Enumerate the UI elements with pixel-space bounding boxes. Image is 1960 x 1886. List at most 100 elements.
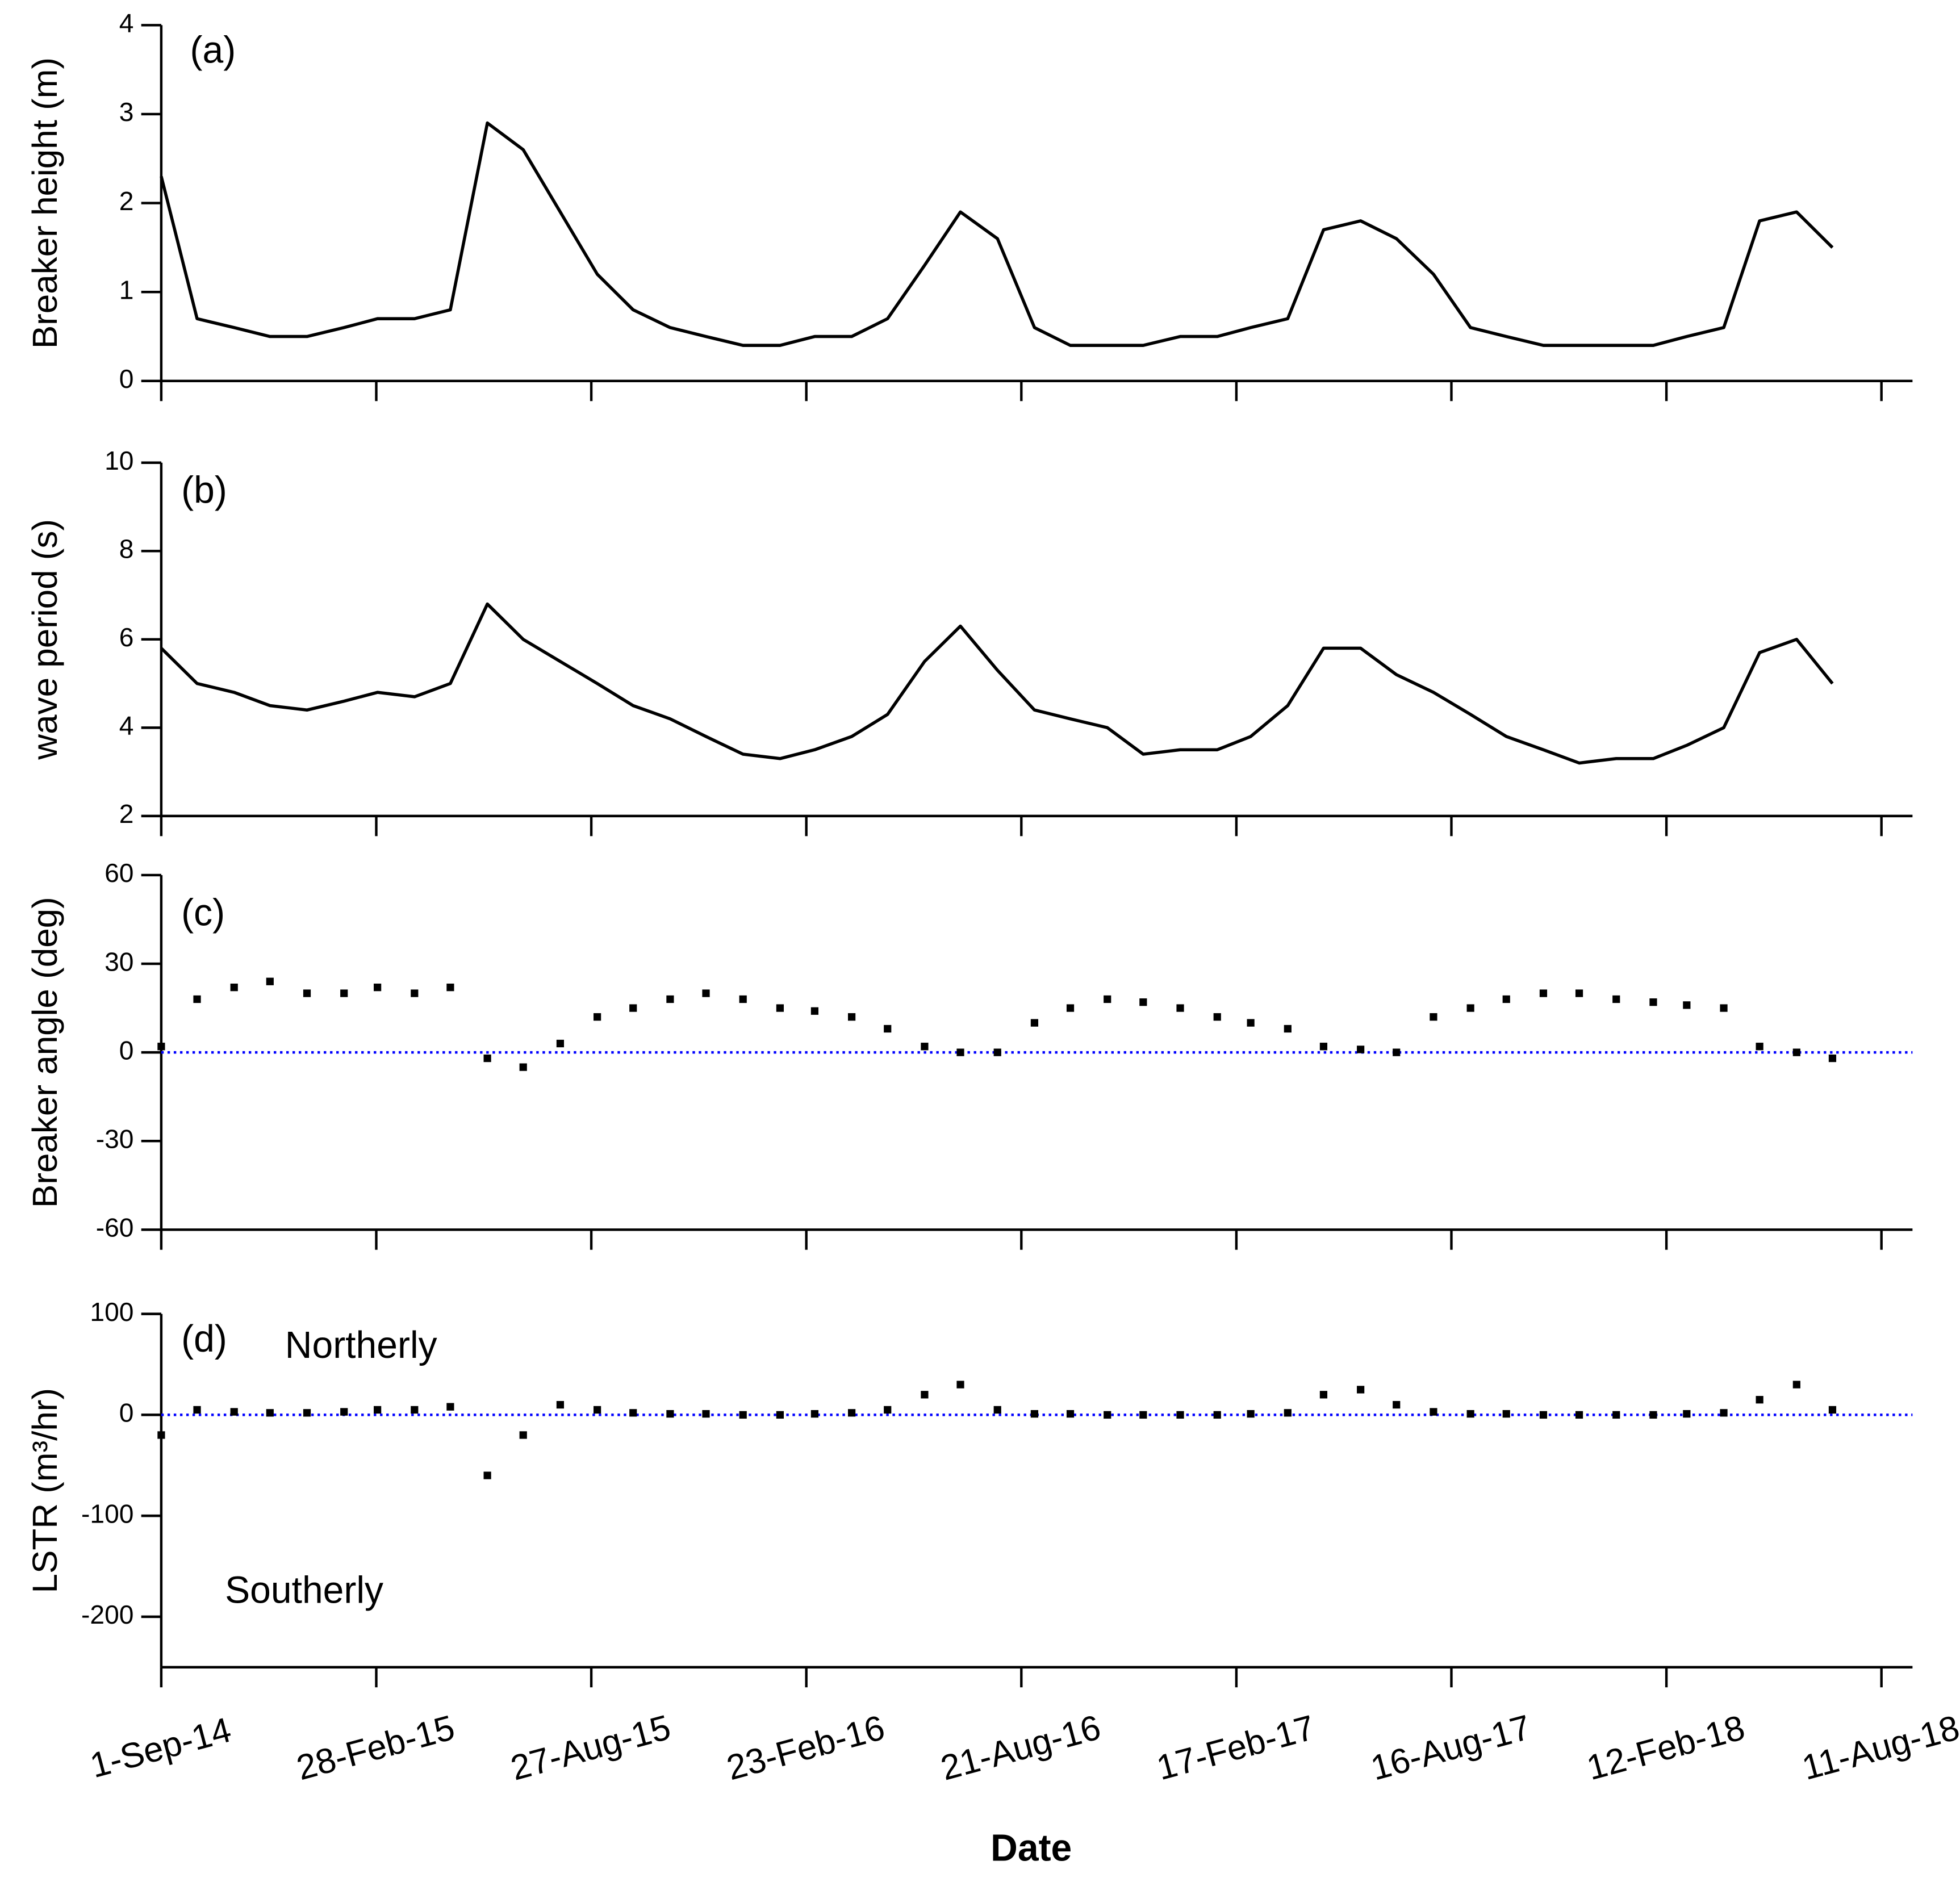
- point: [1828, 1054, 1837, 1063]
- y-tick-label: 30: [105, 947, 133, 976]
- y-tick-label: 60: [105, 858, 133, 888]
- point: [230, 1408, 238, 1416]
- y-axis-title: LSTR (m³/hr): [26, 1388, 65, 1594]
- y-tick-label: 100: [90, 1297, 133, 1327]
- point: [1575, 989, 1583, 997]
- point: [1612, 1411, 1620, 1419]
- point: [666, 1410, 674, 1418]
- point: [519, 1063, 527, 1071]
- point: [1247, 1019, 1255, 1027]
- point: [1284, 1024, 1292, 1033]
- y-tick-label: 4: [119, 8, 134, 37]
- point: [1319, 1043, 1328, 1051]
- x-axis-title: Date: [991, 1827, 1072, 1869]
- panel-label: (c): [181, 892, 225, 934]
- x-tick-label: 1-Sep-14: [86, 1710, 236, 1785]
- point: [848, 1409, 856, 1417]
- y-tick-label: 3: [119, 97, 134, 127]
- y-tick-label: -60: [96, 1212, 134, 1242]
- point: [1720, 1409, 1728, 1417]
- point: [1319, 1391, 1328, 1399]
- y-tick-label: 2: [119, 799, 134, 829]
- point: [1683, 1410, 1691, 1418]
- panel-label: (b): [181, 469, 227, 511]
- point: [776, 1411, 784, 1419]
- y-tick-label: 4: [119, 711, 134, 741]
- point: [230, 984, 238, 992]
- y-tick-label: 2: [119, 186, 134, 216]
- point: [1213, 1013, 1221, 1021]
- point: [884, 1024, 892, 1033]
- annotation: Northerly: [285, 1324, 437, 1366]
- point: [1066, 1410, 1075, 1418]
- point: [1357, 1386, 1365, 1394]
- x-tick-label: 28-Feb-15: [292, 1708, 458, 1788]
- point: [666, 995, 674, 1003]
- x-tick-label: 27-Aug-15: [507, 1708, 675, 1788]
- point: [1466, 1004, 1474, 1012]
- point: [1176, 1411, 1184, 1419]
- point: [1357, 1046, 1365, 1053]
- point: [848, 1013, 856, 1021]
- point: [702, 1410, 710, 1418]
- point: [629, 1409, 637, 1417]
- point: [266, 1409, 274, 1417]
- y-axis-title: Breaker height (m): [26, 57, 65, 349]
- point: [1502, 1410, 1510, 1418]
- panel-label: (d): [181, 1318, 227, 1360]
- point: [157, 1431, 165, 1439]
- point: [556, 1039, 565, 1048]
- series-line: [160, 602, 1834, 765]
- x-tick-label: 17-Feb-17: [1153, 1708, 1319, 1788]
- y-tick-label: 6: [119, 622, 134, 652]
- point: [1030, 1019, 1039, 1027]
- point: [266, 977, 274, 985]
- point: [157, 1043, 165, 1051]
- y-tick-label: 0: [119, 1035, 134, 1065]
- point: [1502, 995, 1510, 1003]
- point: [411, 1406, 419, 1414]
- point: [1792, 1048, 1800, 1056]
- point: [1066, 1004, 1075, 1012]
- point: [1430, 1408, 1437, 1416]
- point: [993, 1406, 1001, 1414]
- point: [1430, 1013, 1437, 1021]
- point: [884, 1406, 892, 1414]
- point: [921, 1043, 929, 1051]
- point: [1393, 1048, 1401, 1056]
- point: [1683, 1001, 1691, 1009]
- point: [374, 984, 382, 992]
- point: [556, 1400, 565, 1409]
- point: [1828, 1406, 1837, 1414]
- point: [1139, 1411, 1147, 1419]
- y-tick-label: 0: [119, 1398, 134, 1428]
- point: [1792, 1381, 1800, 1389]
- point: [1176, 1004, 1184, 1012]
- point: [1213, 1411, 1221, 1419]
- y-axis-title: wave period (s): [26, 519, 65, 760]
- point: [483, 1471, 491, 1479]
- point: [374, 1406, 382, 1414]
- point: [1539, 989, 1548, 997]
- point: [1104, 995, 1111, 1003]
- point: [411, 989, 419, 997]
- point: [1756, 1396, 1763, 1404]
- point: [956, 1381, 964, 1389]
- point: [1139, 998, 1147, 1006]
- point: [340, 1408, 348, 1416]
- panel-label: (a): [190, 29, 236, 71]
- point: [702, 989, 710, 997]
- point: [1247, 1410, 1255, 1418]
- point: [739, 995, 747, 1003]
- point: [594, 1013, 601, 1021]
- point: [1104, 1411, 1111, 1419]
- point: [193, 995, 201, 1003]
- point: [483, 1054, 491, 1063]
- point: [1649, 1411, 1657, 1419]
- y-tick-label: 8: [119, 534, 134, 563]
- point: [776, 1004, 784, 1012]
- point: [193, 1406, 201, 1414]
- point: [1575, 1411, 1583, 1419]
- point: [629, 1004, 637, 1012]
